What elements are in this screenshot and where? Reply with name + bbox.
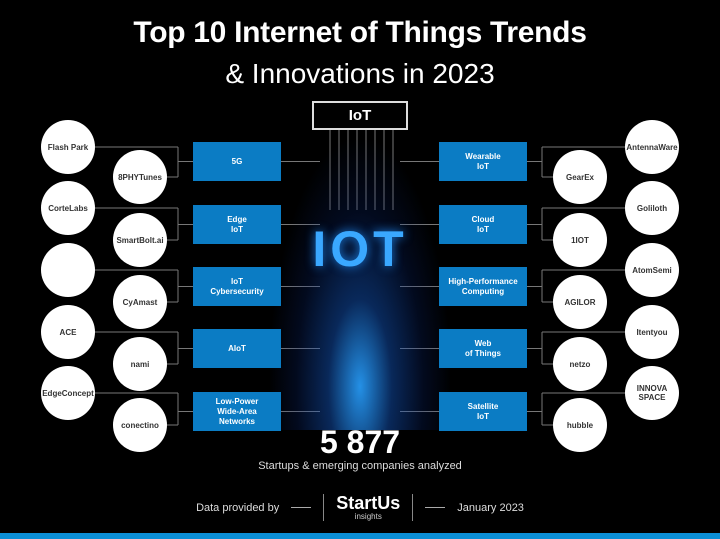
trend-box: Web of Things	[439, 329, 527, 368]
divider	[425, 507, 446, 508]
bottom-bar	[0, 533, 720, 539]
startup-logo: conectino	[113, 398, 167, 452]
startup-logo: CyAmast	[113, 275, 167, 329]
startup-logo: 1IOT	[553, 213, 607, 267]
title-line-1: Top 10 Internet of Things Trends	[133, 16, 587, 49]
trend-box: Edge IoT	[193, 205, 281, 244]
startup-logo: GearEx	[553, 150, 607, 204]
startup-logo: hubble	[553, 398, 607, 452]
startup-logo: Goliloth	[625, 181, 679, 235]
startup-logo: AntennaWare	[625, 120, 679, 174]
startup-logo: INNOVA SPACE	[625, 366, 679, 420]
startup-caption: Startups & emerging companies analyzed	[258, 460, 462, 472]
logo-sub: insights	[354, 512, 382, 521]
startup-logo: ACE	[41, 305, 95, 359]
startup-logo: SmartBolt.ai	[113, 213, 167, 267]
trend-box: Wearable IoT	[439, 142, 527, 181]
center-glow	[270, 140, 450, 430]
startup-logo: CorteLabs	[41, 181, 95, 235]
trend-box: 5G	[193, 142, 281, 181]
trend-box: Low-Power Wide-Area Networks	[193, 392, 281, 431]
startup-logo	[41, 243, 95, 297]
date-label: January 2023	[457, 501, 524, 514]
startup-logo: 8PHYTunes	[113, 150, 167, 204]
trend-box: Cloud IoT	[439, 205, 527, 244]
trend-box: AIoT	[193, 329, 281, 368]
divider	[291, 507, 312, 508]
title-line-2: & Innovations in 2023	[225, 58, 495, 89]
iot-graphic: IOT	[312, 221, 408, 277]
provided-by-label: Data provided by	[196, 501, 280, 514]
startup-logo: AGILOR	[553, 275, 607, 329]
startup-logo: AtomSemi	[625, 243, 679, 297]
startup-logo: Itentyou	[625, 305, 679, 359]
footer: Data provided by StartUs insights Januar…	[0, 494, 720, 521]
startup-logo: nami	[113, 337, 167, 391]
startup-logo: netzo	[553, 337, 607, 391]
startup-count: 5 877	[319, 424, 401, 460]
trend-box: IoT Cybersecurity	[193, 267, 281, 306]
trend-box: Satellite IoT	[439, 392, 527, 431]
startup-logo: EdgeConcept	[41, 366, 95, 420]
logo-main: StartUs	[336, 493, 401, 513]
startus-logo: StartUs insights	[323, 493, 414, 521]
startup-logo: Flash Park	[41, 120, 95, 174]
iot-hub-label: IoT	[312, 101, 408, 130]
trend-box: High-Performance Computing	[439, 267, 527, 306]
